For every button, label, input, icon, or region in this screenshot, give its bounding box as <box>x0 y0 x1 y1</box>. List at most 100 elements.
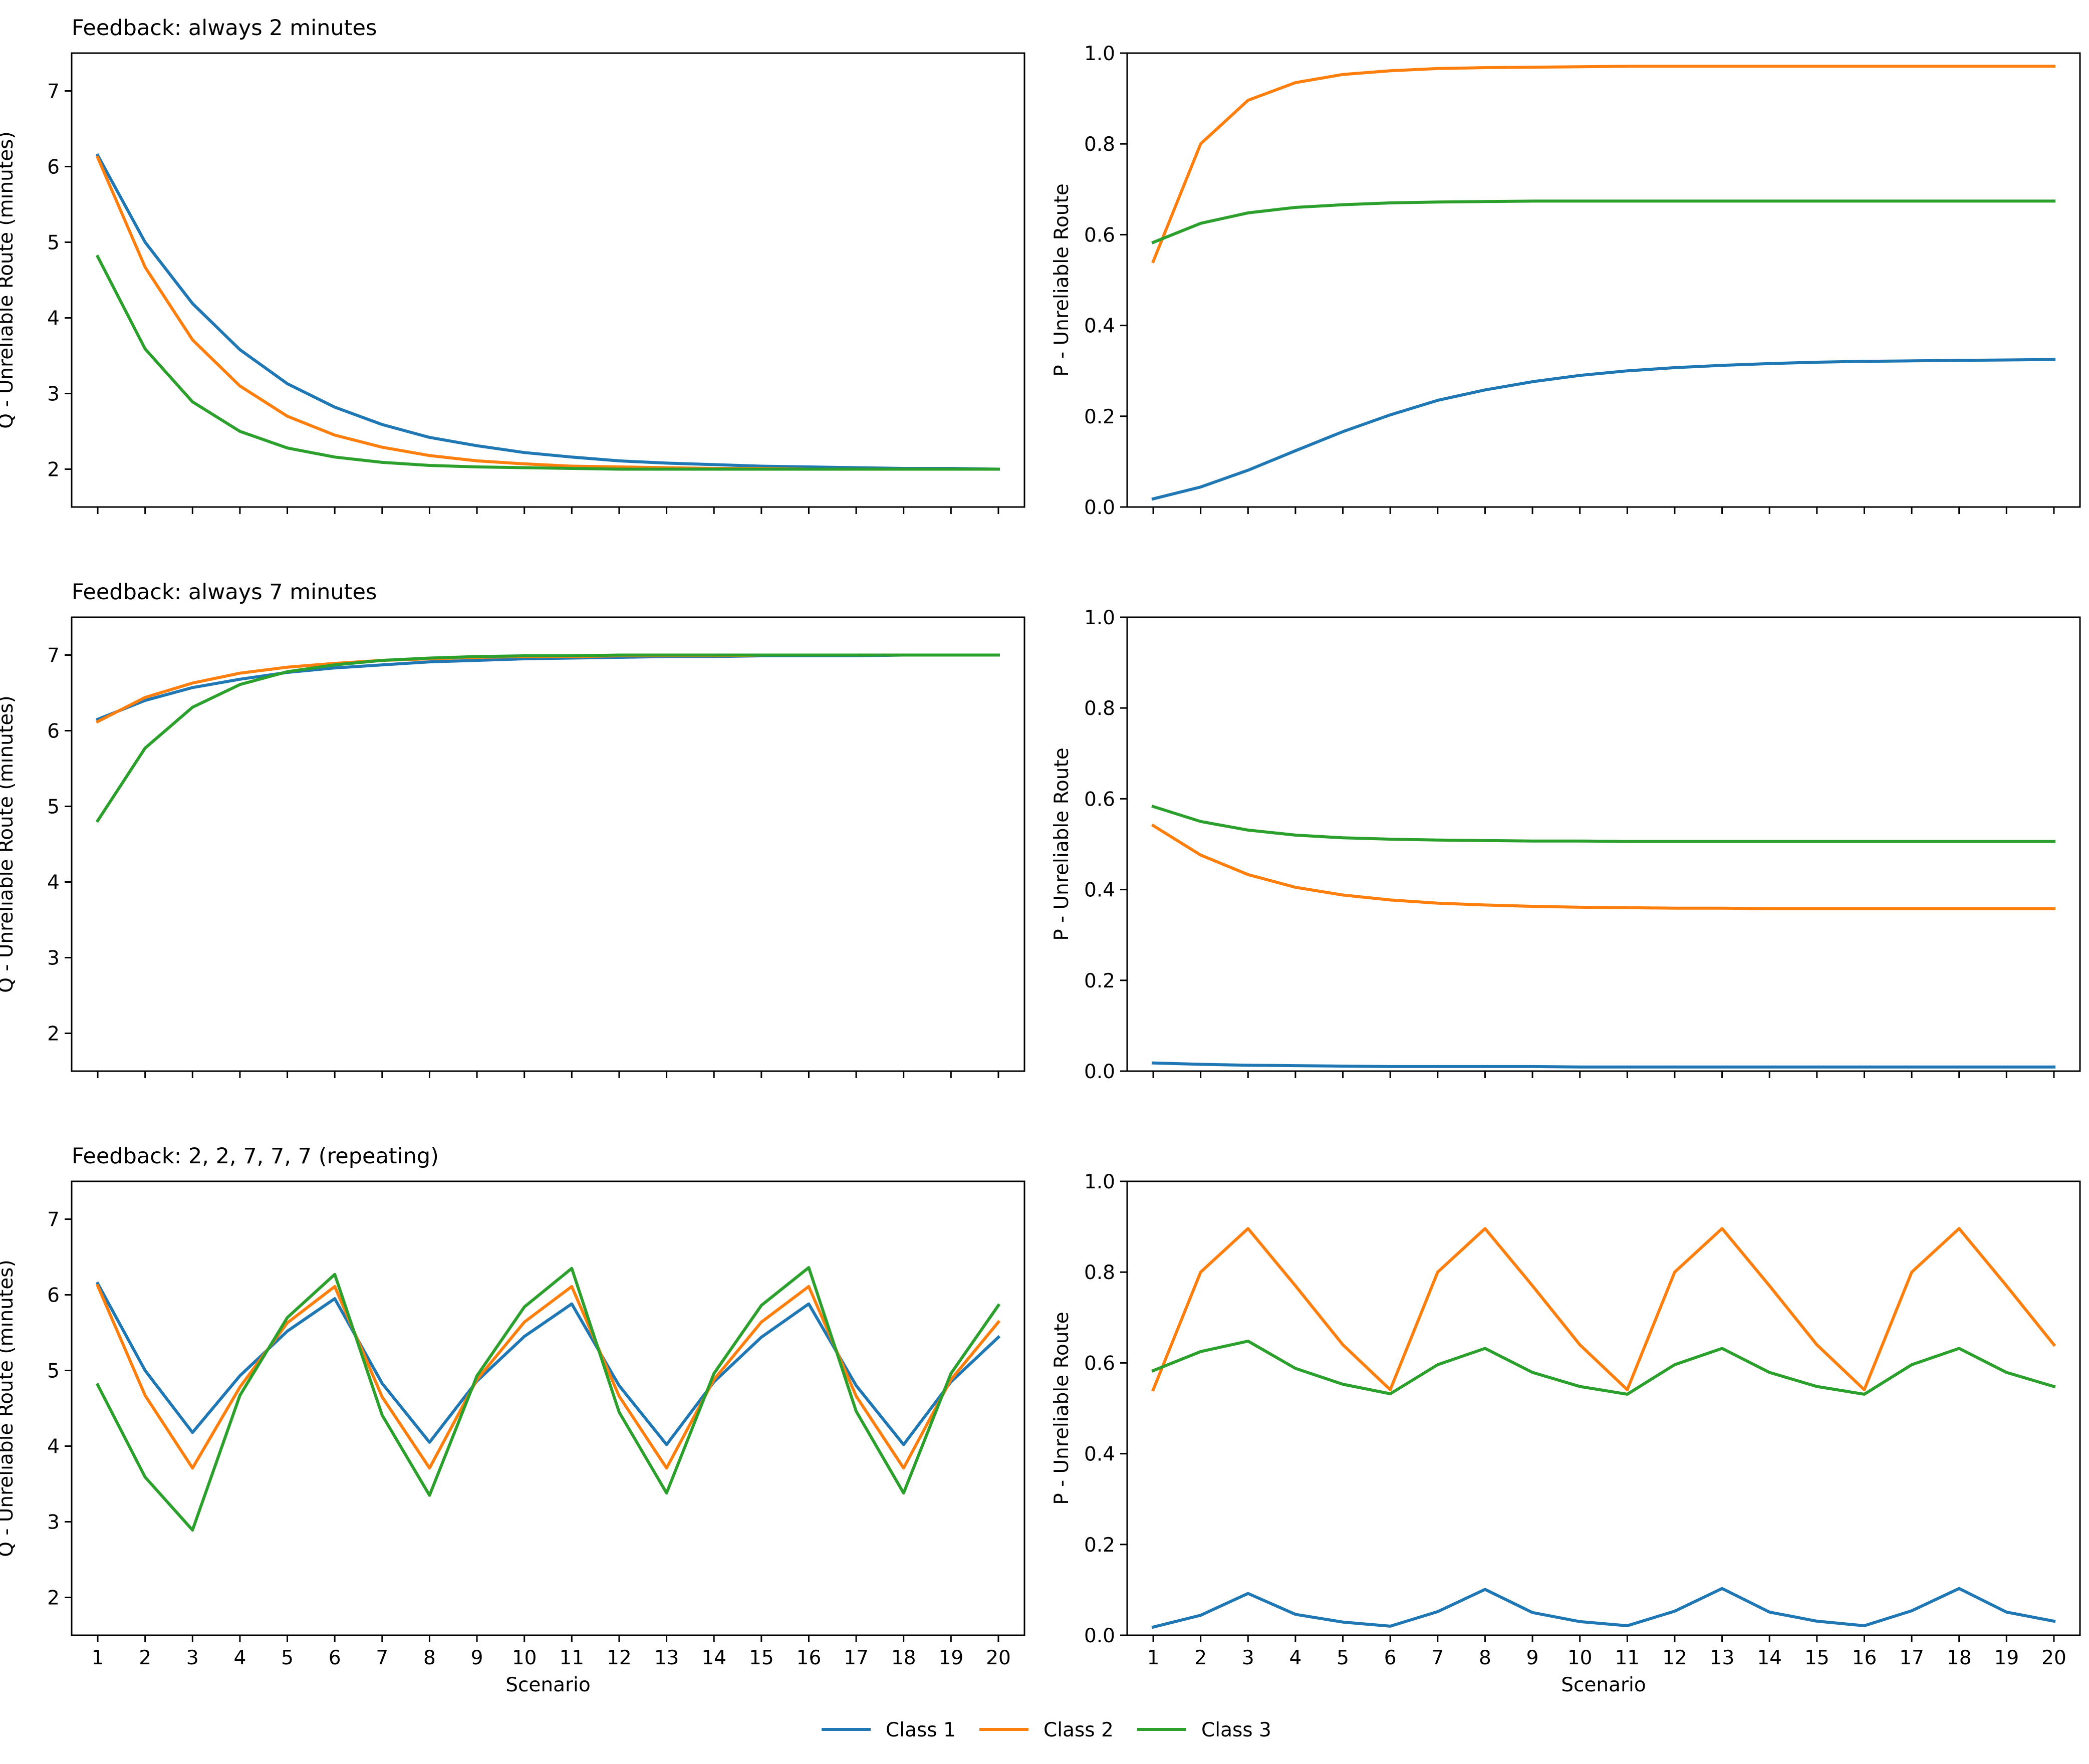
y-tick-label: 0.0 <box>1084 1625 1115 1647</box>
y-tick-label: 0.4 <box>1084 315 1115 338</box>
x-axis-label: Scenario <box>505 1674 591 1696</box>
series-line-class-3 <box>1151 199 2055 244</box>
x-tick-label: 20 <box>986 1647 1011 1669</box>
x-tick-label: 9 <box>1526 1647 1539 1669</box>
x-tick-label: 8 <box>1479 1647 1491 1669</box>
chart-panel-5: Feedback: 2, 2, 7, 7, 7 (repeating) 2 3 4 5 6… <box>0 1144 1025 1696</box>
chart-title: Feedback: 2, 2, 7, 7, 7 (repeating) <box>72 1144 439 1169</box>
x-tick-label: 5 <box>1337 1647 1349 1669</box>
x-tick-label: 16 <box>1852 1647 1877 1669</box>
y-axis-label: Q - Unreliable Route (minutes) <box>0 1259 18 1557</box>
x-tick-label: 11 <box>559 1647 584 1669</box>
series-line-class-1 <box>95 1281 1001 1446</box>
series-line-class-3 <box>1151 805 2055 843</box>
series-line-class-3 <box>95 653 1000 823</box>
x-tick-label: 19 <box>1994 1647 2019 1669</box>
x-tick-label: 14 <box>1757 1647 1782 1669</box>
y-tick-label: 1.0 <box>1084 43 1115 65</box>
series-line-class-1 <box>1151 1061 2055 1069</box>
series-line-class-1 <box>1151 1587 2056 1629</box>
x-tick-label: 4 <box>1289 1647 1302 1669</box>
x-tick-label: 15 <box>1804 1647 1830 1669</box>
x-tick-label: 6 <box>329 1647 341 1669</box>
panels: Feedback: always 2 minutes 2 3 4 5 6 7 Q - Unre… <box>0 16 2081 1696</box>
x-tick-label: 13 <box>1710 1647 1735 1669</box>
y-tick-label: 0.4 <box>1084 879 1115 902</box>
y-tick-label: 2 <box>47 459 60 481</box>
series-line-class-3 <box>95 255 1000 471</box>
y-tick-label: 1.0 <box>1084 607 1115 629</box>
y-tick-label: 0.0 <box>1084 496 1115 519</box>
chart-title: Feedback: always 2 minutes <box>72 16 377 41</box>
y-tick-label: 6 <box>47 720 60 743</box>
x-tick-label: 17 <box>844 1647 869 1669</box>
series-line-class-2 <box>1151 65 2055 264</box>
y-tick-label: 0.2 <box>1084 1534 1115 1557</box>
x-tick-label: 7 <box>1431 1647 1444 1669</box>
legend: Class 1 Class 2 Class 3 <box>822 1719 1271 1741</box>
series-line-class-3 <box>95 1266 1001 1532</box>
x-tick-label: 18 <box>891 1647 916 1669</box>
chart-panel-2: 0.0 0.2 0.4 0.6 0.8 1.0 P - Unreliable Route <box>1051 43 2081 519</box>
y-tick-label: 0.4 <box>1084 1443 1115 1466</box>
x-axis-label: Scenario <box>1561 1674 1646 1696</box>
y-axis-label: P - Unreliable Route <box>1051 1312 1073 1505</box>
y-tick-label: 0.2 <box>1084 970 1115 992</box>
x-tick-label: 8 <box>423 1647 436 1669</box>
series-line-class-2 <box>1151 823 2055 910</box>
plot-frame <box>71 616 1025 1072</box>
x-tick-label: 3 <box>186 1647 199 1669</box>
y-tick-label: 5 <box>47 796 60 819</box>
chart-panel-1: Feedback: always 2 minutes 2 3 4 5 6 7 Q - Unre… <box>0 16 1025 514</box>
x-tick-label: 3 <box>1242 1647 1254 1669</box>
y-tick-label: 0.0 <box>1084 1061 1115 1083</box>
y-tick-label: 0.8 <box>1084 133 1115 156</box>
x-tick-label: 1 <box>1147 1647 1160 1669</box>
series-line-class-1 <box>1151 358 2056 501</box>
series-line-class-1 <box>95 153 1000 471</box>
x-tick-label: 12 <box>1662 1647 1687 1669</box>
y-tick-label: 3 <box>47 1511 60 1534</box>
chart-panel-6: 0.00.20.40.60.81.01 2 3 4 5 6 7 8 9 10 11 12 13 14 15 1… <box>1051 1171 2081 1696</box>
chart-title: Feedback: always 7 minutes <box>72 580 377 605</box>
x-tick-label: 6 <box>1384 1647 1397 1669</box>
y-tick-label: 7 <box>47 1209 60 1231</box>
y-tick-label: 0.6 <box>1084 224 1115 246</box>
legend-label: Class 3 <box>1201 1719 1271 1741</box>
plot-frame <box>71 1180 1025 1636</box>
y-axis-label: P - Unreliable Route <box>1051 183 1073 377</box>
y-tick-label: 0.6 <box>1084 1352 1115 1375</box>
legend-label: Class 1 <box>886 1719 956 1741</box>
x-tick-label: 12 <box>607 1647 632 1669</box>
y-tick-label: 7 <box>47 81 60 103</box>
chart-panel-3: Feedback: always 7 minutes 2 3 4 5 6 7 Q - Unre… <box>0 580 1025 1078</box>
y-tick-label: 7 <box>47 645 60 667</box>
series-line-class-3 <box>1151 1339 2056 1396</box>
y-tick-label: 0.6 <box>1084 788 1115 811</box>
x-tick-label: 5 <box>281 1647 294 1669</box>
y-tick-label: 3 <box>47 383 60 406</box>
x-tick-label: 13 <box>654 1647 679 1669</box>
x-tick-label: 19 <box>939 1647 964 1669</box>
y-tick-label: 0.2 <box>1084 406 1115 428</box>
series-line-class-2 <box>96 1284 1001 1470</box>
y-tick-label: 5 <box>47 232 60 255</box>
plot-frame <box>71 52 1025 508</box>
y-tick-label: 5 <box>47 1360 60 1383</box>
y-tick-label: 2 <box>47 1587 60 1610</box>
x-tick-label: 17 <box>1899 1647 1924 1669</box>
x-tick-label: 7 <box>376 1647 388 1669</box>
y-tick-label: 0.8 <box>1084 1262 1115 1284</box>
y-tick-label: 0.8 <box>1084 697 1115 720</box>
y-tick-label: 6 <box>47 1285 60 1307</box>
plot-frame <box>1126 616 2081 1072</box>
y-axis-label: P - Unreliable Route <box>1051 747 1073 941</box>
x-tick-label: 1 <box>92 1647 104 1669</box>
y-tick-label: 1.0 <box>1084 1171 1115 1193</box>
y-axis-label: Q - Unreliable Route (minutes) <box>0 131 18 428</box>
y-tick-label: 6 <box>47 156 60 179</box>
plot-frame <box>1126 52 2081 508</box>
y-axis-label: Q - Unreliable Route (minutes) <box>0 695 18 992</box>
